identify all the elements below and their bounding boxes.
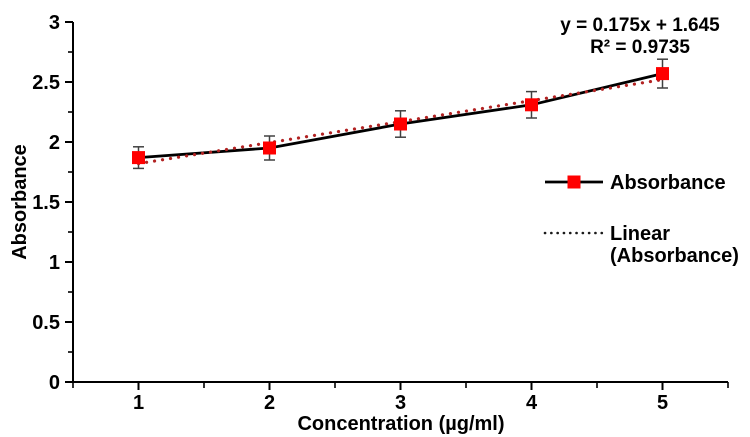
y-tick-label: 3 <box>49 12 60 34</box>
legend-label-absorbance: Absorbance <box>610 172 726 194</box>
y-tick-label: 1 <box>49 252 60 274</box>
x-axis-title: Concentration (µg/ml) <box>297 413 504 435</box>
data-point-marker <box>525 98 538 112</box>
legend-item-absorbance: Absorbance <box>545 172 726 194</box>
data-point-marker <box>656 67 669 81</box>
legend: Absorbance Linear (Absorbance) <box>543 172 739 267</box>
trendline-r-squared: R² = 0.9735 <box>590 37 690 58</box>
legend-label-linear-line2: (Absorbance) <box>610 245 739 267</box>
trendline-equation: y = 0.175x + 1.645 <box>560 15 720 36</box>
equation-annotation: y = 0.175x + 1.645 R² = 0.9735 <box>560 15 720 58</box>
data-series <box>132 67 669 166</box>
data-point-marker <box>132 151 145 165</box>
x-tick-label: 5 <box>657 392 668 414</box>
y-tick-label: 2.5 <box>32 72 60 94</box>
axes: 1 2 3 4 5 0 0.5 1 1.5 2 2.5 3 <box>32 12 729 414</box>
data-point-marker <box>394 117 407 131</box>
linear-trendline <box>136 77 665 166</box>
legend-label-linear-line1: Linear <box>610 223 670 245</box>
y-tick-label: 0 <box>49 372 60 394</box>
x-tick-label: 1 <box>133 392 144 414</box>
data-point-marker <box>263 141 276 155</box>
x-tick-label: 2 <box>264 392 275 414</box>
legend-item-linear: Linear (Absorbance) <box>543 223 739 267</box>
x-tick-label: 4 <box>526 392 538 414</box>
y-tick-label: 0.5 <box>32 312 60 334</box>
x-tick-label: 3 <box>395 392 406 414</box>
y-axis-title: Absorbance <box>9 144 31 260</box>
legend-square-marker-icon <box>567 175 581 189</box>
y-tick-label: 2 <box>49 132 60 154</box>
y-tick-label: 1.5 <box>32 192 60 214</box>
axis-lines <box>72 22 728 383</box>
